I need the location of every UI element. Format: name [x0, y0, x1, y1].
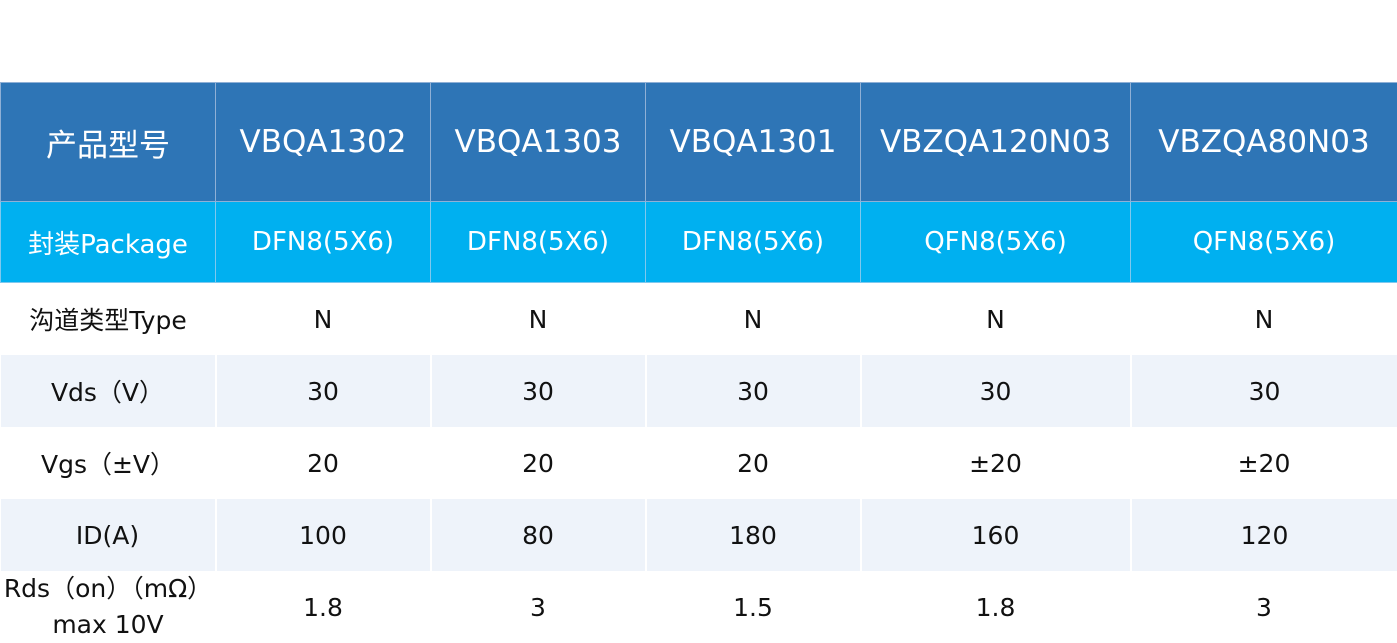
table-cell: 3 — [1131, 571, 1397, 643]
table-cell: N — [646, 283, 861, 356]
header-cell: VBQA1302 — [216, 83, 431, 202]
package-cell: DFN8(5X6) — [431, 202, 646, 283]
row-label: 沟道类型Type — [1, 283, 216, 356]
table-cell: N — [431, 283, 646, 356]
table-cell: 1.8 — [861, 571, 1131, 643]
table-cell: 30 — [646, 355, 861, 427]
row-label: Vgs（±V） — [1, 427, 216, 499]
table-cell: 180 — [646, 499, 861, 571]
table-row: ID(A) 100 80 180 160 120 — [1, 499, 1397, 571]
table-cell: 20 — [431, 427, 646, 499]
table-cell: 30 — [1131, 355, 1397, 427]
table-cell: 120 — [1131, 499, 1397, 571]
table-cell: 20 — [216, 427, 431, 499]
package-row: 封装Package DFN8(5X6) DFN8(5X6) DFN8(5X6) … — [1, 202, 1397, 283]
table-cell: 30 — [216, 355, 431, 427]
product-comparison-table: 产品型号 VBQA1302 VBQA1303 VBQA1301 VBZQA120… — [0, 82, 1397, 643]
table-cell: N — [1131, 283, 1397, 356]
package-cell: DFN8(5X6) — [646, 202, 861, 283]
table-cell: 30 — [431, 355, 646, 427]
table-cell: N — [216, 283, 431, 356]
package-cell: QFN8(5X6) — [1131, 202, 1397, 283]
table-cell: 100 — [216, 499, 431, 571]
table-cell: 20 — [646, 427, 861, 499]
header-cell: VBZQA80N03 — [1131, 83, 1397, 202]
row-label: Rds（on）（mΩ）max 10V — [1, 571, 216, 643]
table-cell: 1.8 — [216, 571, 431, 643]
header-cell: 产品型号 — [1, 83, 216, 202]
table-row: Vgs（±V） 20 20 20 ±20 ±20 — [1, 427, 1397, 499]
header-cell: VBQA1303 — [431, 83, 646, 202]
package-cell: DFN8(5X6) — [216, 202, 431, 283]
table-cell: 3 — [431, 571, 646, 643]
table-cell: 30 — [861, 355, 1131, 427]
header-cell: VBZQA120N03 — [861, 83, 1131, 202]
package-cell: QFN8(5X6) — [861, 202, 1131, 283]
row-label: Vds（V） — [1, 355, 216, 427]
table-cell: ±20 — [861, 427, 1131, 499]
table-cell: 80 — [431, 499, 646, 571]
table-cell: 160 — [861, 499, 1131, 571]
table-cell: 1.5 — [646, 571, 861, 643]
header-row: 产品型号 VBQA1302 VBQA1303 VBQA1301 VBZQA120… — [1, 83, 1397, 202]
table-row: Rds（on）（mΩ）max 10V 1.8 3 1.5 1.8 3 — [1, 571, 1397, 643]
table-cell: N — [861, 283, 1131, 356]
table-row: 沟道类型Type N N N N N — [1, 283, 1397, 356]
table-row: Vds（V） 30 30 30 30 30 — [1, 355, 1397, 427]
header-cell: VBQA1301 — [646, 83, 861, 202]
table-cell: ±20 — [1131, 427, 1397, 499]
package-cell: 封装Package — [1, 202, 216, 283]
row-label: ID(A) — [1, 499, 216, 571]
